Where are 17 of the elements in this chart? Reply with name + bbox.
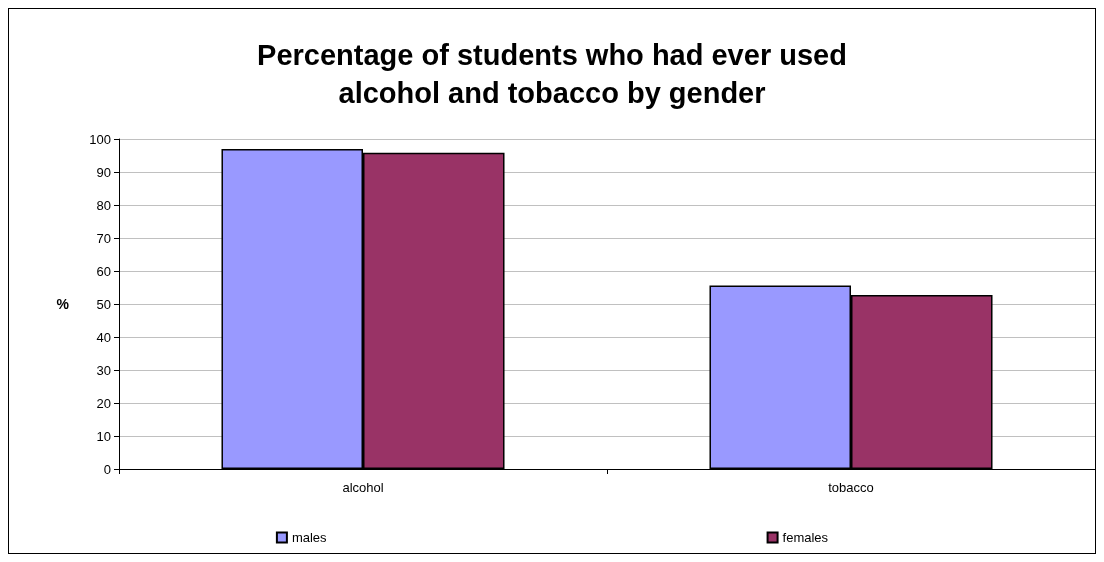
y-tick-label: 60 xyxy=(96,263,111,279)
y-tick-label: 100 xyxy=(89,131,111,147)
y-tick-label: 10 xyxy=(96,428,111,444)
y-tick-label: 40 xyxy=(96,329,111,345)
y-tick-label: 20 xyxy=(96,395,111,411)
y-axis-title: % xyxy=(56,296,70,312)
legend-label: females xyxy=(782,530,829,545)
chart-title: Percentage of students who had ever used alcohol and tobacco by gender xyxy=(257,39,847,109)
y-tick-label: 80 xyxy=(96,197,111,213)
x-tick-label: alcohol xyxy=(342,480,384,495)
y-tick-label: 50 xyxy=(96,296,111,312)
y-tick-label: 70 xyxy=(96,230,111,246)
legend-label: males xyxy=(291,530,328,545)
y-tick-label: 30 xyxy=(96,362,111,378)
y-tick-label: 90 xyxy=(96,164,111,180)
x-tick-label: tobacco xyxy=(828,480,874,495)
y-tick-label: 0 xyxy=(103,461,111,477)
